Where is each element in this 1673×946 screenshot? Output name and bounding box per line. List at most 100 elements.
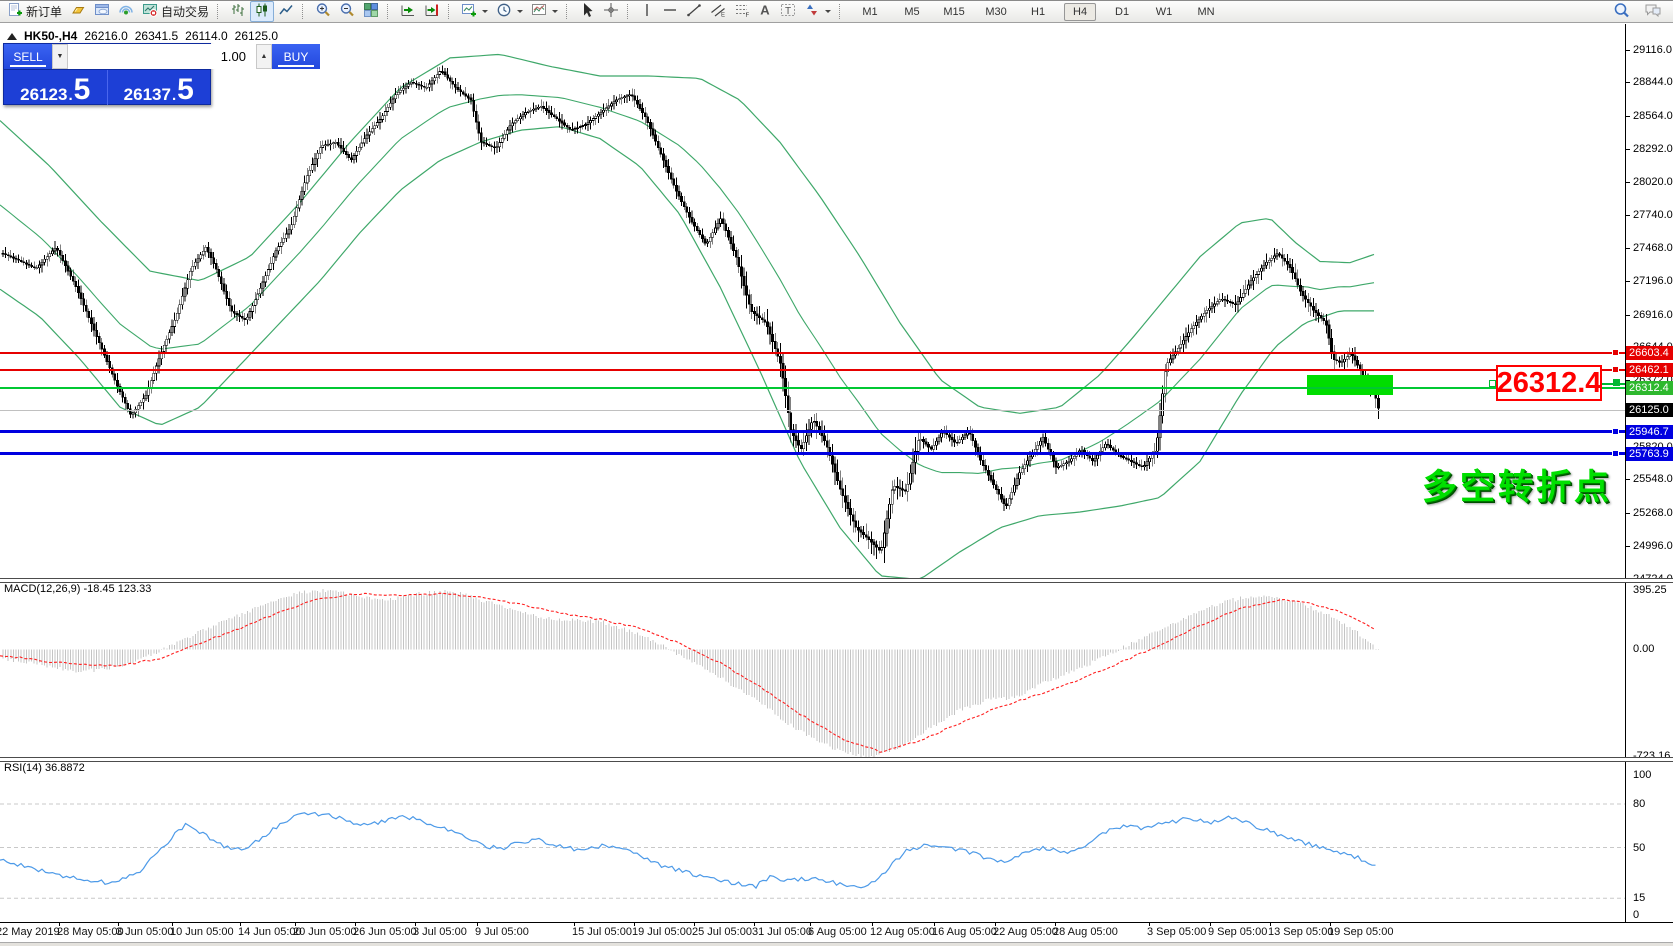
time-tick-label: 19 Sep 05:00 <box>1328 926 1394 938</box>
chart-shift-button[interactable] <box>420 1 444 22</box>
collapse-panel-icon[interactable] <box>7 32 17 40</box>
sell-button[interactable]: SELL <box>4 44 52 69</box>
horizontal-line[interactable] <box>0 409 1625 411</box>
horizontal-line[interactable] <box>0 452 1625 456</box>
line-price-label: 26603.4 <box>1626 345 1673 360</box>
pane-separator[interactable] <box>0 757 1673 762</box>
templates-button[interactable] <box>527 1 562 22</box>
rsi-pane-canvas[interactable] <box>0 760 1625 921</box>
new-order-button[interactable]: 新订单 <box>3 1 66 22</box>
macd-label: MACD(12,26,9) -18.45 123.33 <box>4 583 152 595</box>
axis-tick <box>1625 280 1630 282</box>
channel-button[interactable]: E <box>706 1 730 22</box>
chat-icon <box>1644 2 1662 21</box>
horizontal-line[interactable] <box>0 368 1625 371</box>
time-tick-label: 26 Jun 05:00 <box>353 926 417 938</box>
volume-increase-button[interactable]: ▲ <box>256 44 272 69</box>
pane-separator[interactable] <box>0 578 1673 583</box>
price-tick-label: 28292.0 <box>1633 142 1673 155</box>
new-chart-button[interactable] <box>457 1 492 22</box>
line-handle-marker[interactable] <box>1612 349 1619 357</box>
time-tick <box>574 922 575 926</box>
highlight-zone[interactable] <box>1307 375 1393 395</box>
timeframe-m1[interactable]: M1 <box>862 5 878 18</box>
timeframe-w1[interactable]: W1 <box>1155 5 1173 18</box>
buy-button[interactable]: BUY <box>272 44 320 69</box>
timeframe-d1[interactable]: D1 <box>1115 5 1130 18</box>
zoom-in-button[interactable] <box>311 1 335 22</box>
axis-tick <box>1625 513 1630 514</box>
text-button[interactable]: A <box>754 1 776 22</box>
periods-button[interactable] <box>492 1 527 22</box>
timeframe-m5[interactable]: M5 <box>904 5 920 18</box>
line-handle-marker[interactable] <box>1612 366 1619 374</box>
autotrading-icon <box>142 2 158 21</box>
auto-scroll-button[interactable] <box>396 1 420 22</box>
time-tick <box>1330 922 1331 926</box>
price-tick-label: 25548.0 <box>1633 473 1673 486</box>
chart-header: HK50-,H4 26216.0 26341.5 26114.0 26125.0 <box>7 29 278 43</box>
toolbar-grip <box>627 4 632 19</box>
terminal-button[interactable] <box>90 1 114 22</box>
horizontal-line[interactable] <box>0 351 1625 354</box>
line-price-label: 25946.7 <box>1626 424 1673 439</box>
svg-text:A: A <box>760 3 770 18</box>
timeframe-m15[interactable]: M15 <box>943 5 965 18</box>
time-tick-label: 9 Jul 05:00 <box>475 926 529 938</box>
horizontal-line[interactable] <box>0 386 1625 389</box>
cursor-icon <box>579 2 595 21</box>
trendline-button[interactable] <box>682 1 706 22</box>
bar-chart-icon <box>230 2 246 21</box>
zoom-out-button[interactable] <box>335 1 359 22</box>
time-scale[interactable] <box>0 922 1673 942</box>
time-tick <box>118 922 119 926</box>
label-button[interactable]: T <box>776 1 800 22</box>
arrows-button[interactable] <box>800 1 835 22</box>
ohlc-close: 26125.0 <box>234 29 279 43</box>
bars-chart-button[interactable] <box>226 1 250 22</box>
horizontal-line-button[interactable] <box>658 1 682 22</box>
toolbar-grip <box>448 4 453 19</box>
fibonacci-button[interactable]: F <box>730 1 754 22</box>
volume-decrease-button[interactable]: ▼ <box>52 44 68 69</box>
callout-anchor-marker[interactable] <box>1613 379 1620 386</box>
chart-shift-icon <box>424 2 440 21</box>
autotrading-button[interactable]: 自动交易 <box>138 1 213 22</box>
tile-windows-button[interactable] <box>359 1 383 22</box>
vertical-line-button[interactable] <box>636 1 658 22</box>
chat-button[interactable] <box>1640 1 1666 22</box>
line-handle-marker[interactable] <box>1612 450 1619 458</box>
price-tick-label: 24996.0 <box>1633 539 1673 552</box>
buy-price[interactable]: 26137 . 5 <box>108 70 211 105</box>
timeframe-h1[interactable]: H1 <box>1031 5 1046 18</box>
new-order-label: 新订单 <box>26 5 63 19</box>
price-scale[interactable] <box>1625 24 1673 922</box>
horizontal-line[interactable] <box>0 430 1625 434</box>
axis-tick <box>1625 380 1630 381</box>
time-tick-label: 28 Aug 05:00 <box>1053 926 1118 938</box>
line-chart-button[interactable] <box>274 1 298 22</box>
macd-pane-canvas[interactable] <box>0 581 1625 757</box>
main-chart-canvas[interactable] <box>0 25 1625 579</box>
chart-annotation-text[interactable]: 多空转折点 <box>1422 468 1613 507</box>
signals-button[interactable] <box>114 1 138 22</box>
candlestick-chart-button[interactable] <box>250 1 275 22</box>
timeframe-mn[interactable]: MN <box>1197 5 1215 18</box>
volume-input[interactable] <box>68 44 256 69</box>
price-callout-label[interactable]: 26312.4 <box>1496 365 1602 401</box>
time-tick-label: 20 Jun 05:00 <box>293 926 357 938</box>
timeframe-m30[interactable]: M30 <box>985 5 1007 18</box>
toolbar: 新订单 自动交易 <box>0 1 1673 23</box>
crosshair-button[interactable] <box>599 1 623 22</box>
search-button[interactable] <box>1609 1 1634 22</box>
cursor-button[interactable] <box>575 1 599 22</box>
text-label-icon: T <box>780 2 796 21</box>
callout-handle-marker[interactable] <box>1489 380 1496 387</box>
market-watch-button[interactable] <box>66 1 90 22</box>
rsi-tick-label: 100 <box>1633 769 1652 781</box>
time-tick <box>934 922 935 926</box>
sell-price[interactable]: 26123 . 5 <box>4 70 108 105</box>
line-handle-marker[interactable] <box>1612 428 1619 436</box>
timeframe-h4[interactable]: H4 <box>1064 2 1097 21</box>
line-price-label: 26312.4 <box>1626 380 1673 395</box>
